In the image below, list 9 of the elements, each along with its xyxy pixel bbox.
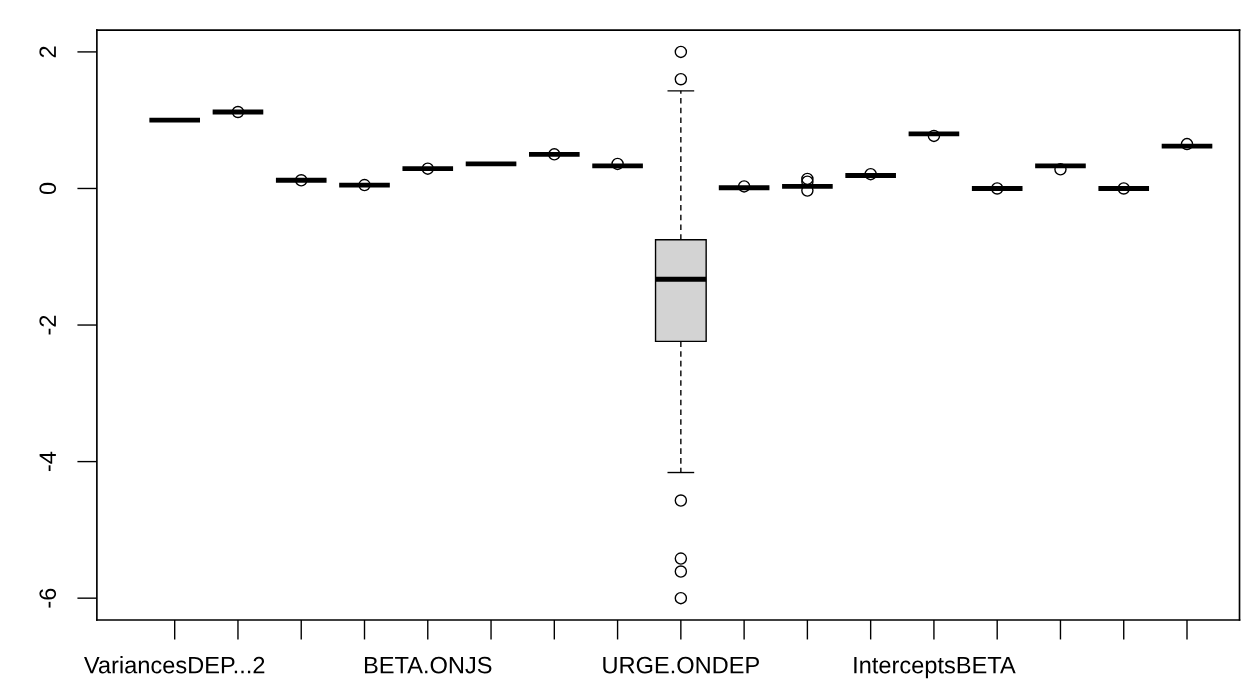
x-tick-label: URGE.ONDEP [603,656,759,674]
x-tick-label: InterceptsBETA [854,656,1016,679]
y-tick-label: 2 [39,46,56,58]
y-tick-label: -2 [39,315,56,335]
x-tick-label: BETA.ONJS [364,656,492,674]
y-tick-label: 0 [39,182,57,195]
y-tick-label: -4 [39,451,56,472]
y-tick-label: -6 [39,588,57,608]
x-tick-label: VariancesDEP...2 [84,656,265,674]
